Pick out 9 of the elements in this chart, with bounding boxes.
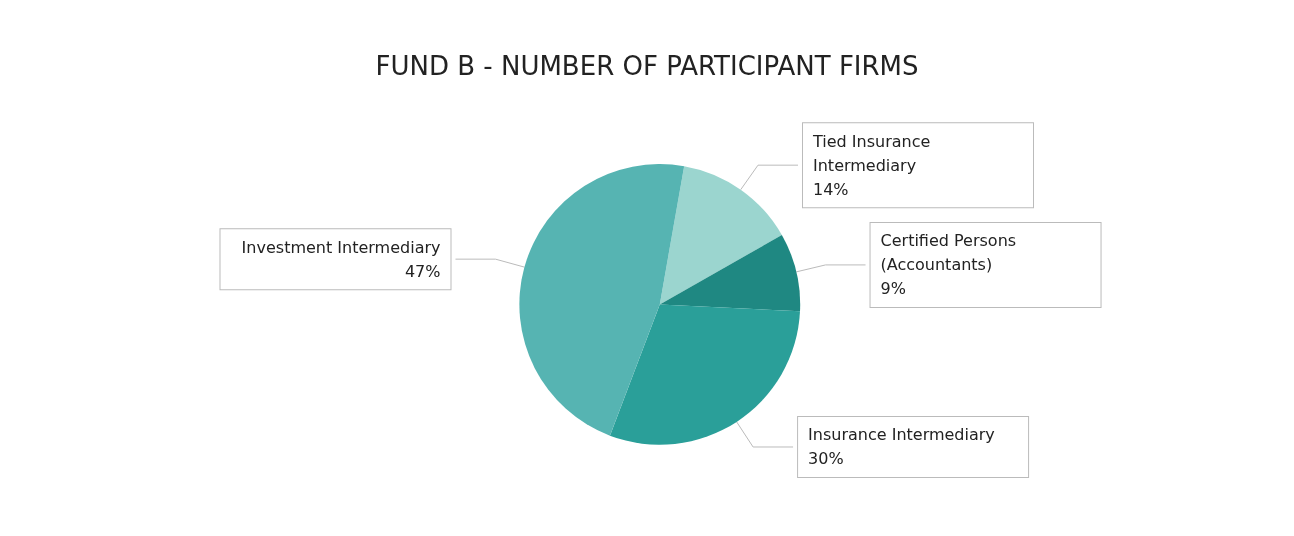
data-label: 30% [808, 449, 844, 469]
slice-label: Investment Intermediary [241, 237, 441, 257]
slice-label: Insurance Intermediary [808, 425, 995, 445]
slice-label: Certified Persons (Accountants) [880, 231, 1022, 275]
data-label: 47% [404, 261, 441, 281]
data-label: 9% [880, 279, 906, 299]
chart-title: FUND B - NUMBER OF PARTICIPANT FIRMS [375, 51, 919, 81]
slice-label: Tied Insurance Intermediary [812, 131, 936, 175]
data-label: 14% [813, 179, 849, 199]
